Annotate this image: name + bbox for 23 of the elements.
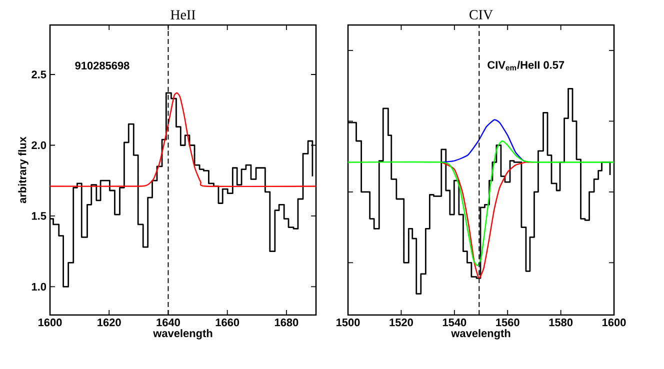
y-axis-title: arbitrary flux	[18, 136, 28, 204]
line-series	[50, 92, 316, 188]
x-tick-label: 1620	[98, 318, 121, 326]
y-tick-label: 1.0	[32, 282, 46, 291]
x-tick-label: 1660	[216, 318, 240, 326]
x-tick-label: 1520	[390, 318, 413, 326]
x-tick-label: 1540	[442, 318, 466, 326]
chart-title: HeII	[170, 10, 196, 20]
x-tick-label: 1680	[274, 318, 298, 326]
x-tick-label: 1600	[38, 318, 62, 326]
y-tick-label: 1.5	[32, 212, 46, 220]
annotation: CIV$_{em}$/HeII 0.57	[488, 60, 564, 70]
x-axis-title: wavelength	[153, 329, 212, 340]
x-axis-title: wavelength	[451, 329, 510, 340]
x-tick-label: 1500	[336, 318, 360, 326]
x-tick-label: 1560	[496, 318, 520, 326]
y-tick-label: 2.0	[32, 141, 46, 150]
chart-title: CIV	[470, 10, 493, 20]
x-tick-label: 1640	[156, 318, 180, 326]
annotation: 910285698	[75, 62, 130, 70]
y-tick-label: 2.5	[32, 70, 46, 78]
x-tick-label: 1580	[549, 318, 573, 326]
x-tick-label: 1600	[602, 318, 626, 326]
